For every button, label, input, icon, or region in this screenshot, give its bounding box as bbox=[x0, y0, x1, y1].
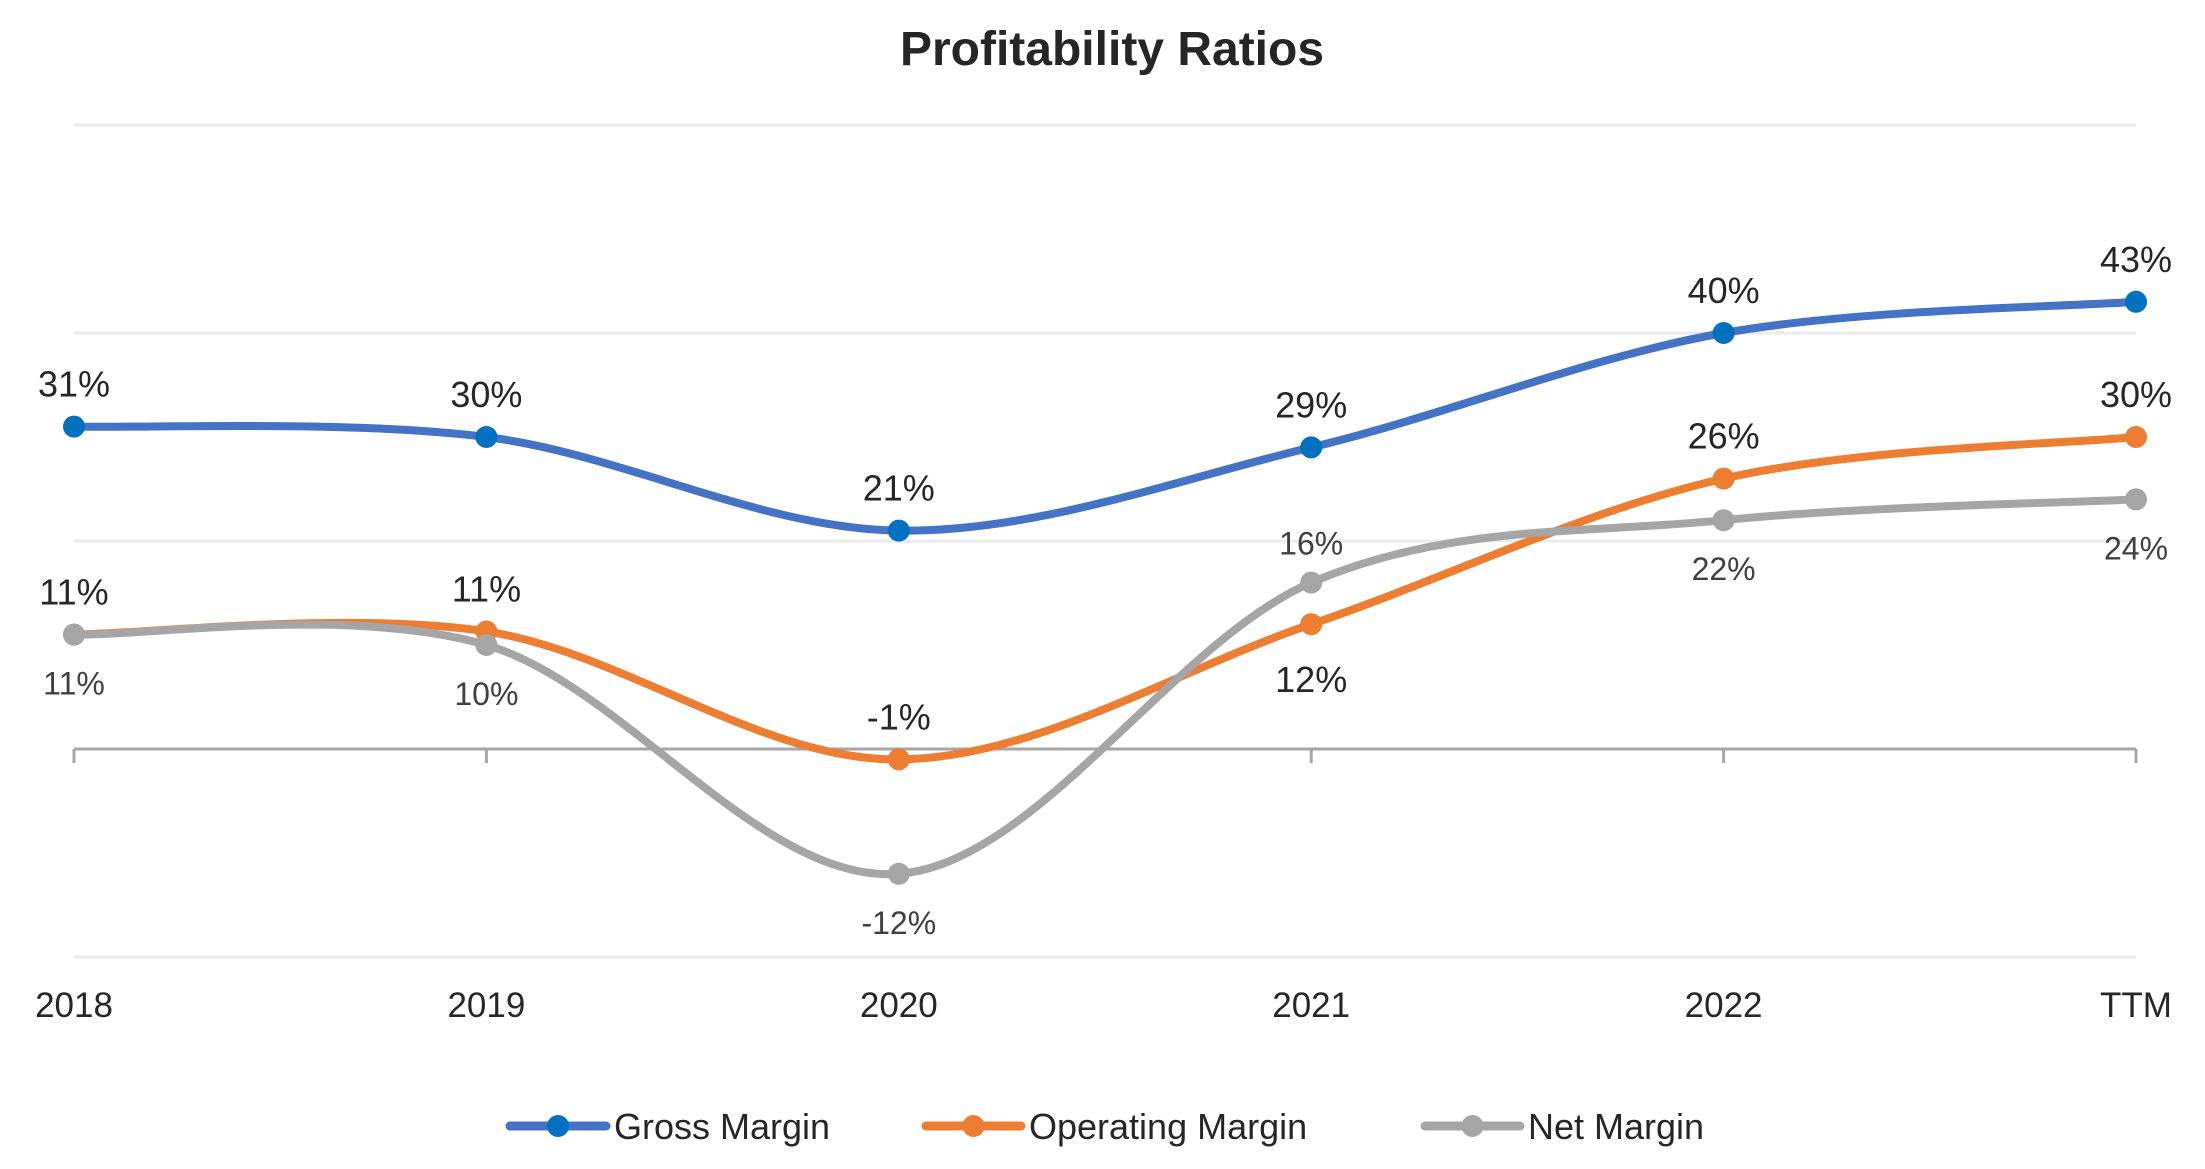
x-tick-label: 2018 bbox=[35, 986, 113, 1025]
operating-margin-data-label: 12% bbox=[1275, 659, 1347, 700]
series-markers bbox=[63, 290, 2147, 885]
net-margin-data-label: -12% bbox=[861, 905, 936, 941]
operating-margin-marker bbox=[1712, 467, 1735, 490]
legend-label: Gross Margin bbox=[614, 1106, 830, 1147]
net-margin-marker bbox=[63, 623, 85, 646]
net-margin-marker bbox=[2125, 488, 2147, 511]
operating-margin-data-label: 30% bbox=[2100, 374, 2172, 415]
gross-margin-marker bbox=[1300, 436, 1323, 459]
operating-margin-line bbox=[70, 433, 2140, 764]
net-margin-data-label: 22% bbox=[1692, 551, 1756, 587]
legend-label: Net Margin bbox=[1528, 1106, 1704, 1147]
legend: Gross Margin Operating Margin Net Margin bbox=[505, 1106, 1704, 1147]
x-tick-label: 2022 bbox=[1685, 986, 1763, 1025]
operating-margin-data-label: -1% bbox=[867, 696, 931, 737]
gross-margin-line bbox=[70, 297, 2140, 535]
operating-margin-marker bbox=[887, 748, 910, 771]
data-labels: 31% 30% 21% 29% 40% 43% 11% 11% -1% 12% 26% 30% 11% 1… bbox=[38, 239, 2172, 941]
legend-swatch-marker bbox=[1461, 1115, 1484, 1137]
gross-margin-data-label: 43% bbox=[2100, 239, 2172, 280]
gridlines bbox=[74, 123, 2136, 959]
net-margin-marker bbox=[475, 634, 498, 656]
operating-margin-marker bbox=[1300, 613, 1323, 636]
net-margin-data-label: 11% bbox=[43, 666, 105, 702]
net-margin-line bbox=[70, 495, 2140, 878]
gross-margin-marker bbox=[63, 415, 85, 438]
series-lines bbox=[70, 297, 2140, 878]
legend-item-operating-margin[interactable]: Operating Margin bbox=[921, 1106, 1307, 1147]
gross-margin-marker bbox=[475, 426, 498, 448]
operating-margin-data-label: 11% bbox=[452, 568, 521, 609]
x-tick-label: 2020 bbox=[860, 986, 938, 1025]
x-tick-label: TTM bbox=[2100, 986, 2172, 1025]
chart-title: Profitability Ratios bbox=[900, 23, 1324, 76]
legend-item-gross-margin[interactable]: Gross Margin bbox=[505, 1106, 830, 1147]
gross-margin-data-label: 29% bbox=[1275, 384, 1347, 425]
legend-item-net-margin[interactable]: Net Margin bbox=[1420, 1106, 1704, 1147]
gross-margin-marker bbox=[887, 519, 910, 542]
gross-margin-marker bbox=[2125, 290, 2147, 313]
legend-swatch-marker bbox=[547, 1115, 569, 1137]
gross-margin-data-label: 40% bbox=[1688, 270, 1760, 311]
gross-margin-data-label: 21% bbox=[863, 468, 935, 509]
net-margin-marker bbox=[1712, 509, 1735, 532]
net-margin-marker bbox=[887, 862, 910, 885]
operating-margin-data-label: 11% bbox=[39, 572, 108, 613]
x-tick-labels: 2018 2019 2020 2021 2022 TTM bbox=[35, 986, 2172, 1025]
x-tick-label: 2021 bbox=[1272, 986, 1350, 1025]
net-margin-data-label: 24% bbox=[2104, 530, 2168, 566]
net-margin-data-label: 16% bbox=[1279, 526, 1343, 562]
legend-label: Operating Margin bbox=[1029, 1106, 1307, 1147]
operating-margin-marker bbox=[2125, 426, 2147, 448]
gross-margin-data-label: 30% bbox=[450, 374, 522, 415]
net-margin-data-label: 10% bbox=[454, 676, 518, 712]
operating-margin-data-label: 26% bbox=[1688, 416, 1760, 457]
net-margin-marker bbox=[1300, 571, 1323, 594]
gross-margin-marker bbox=[1712, 322, 1735, 344]
legend-swatch-marker bbox=[962, 1115, 985, 1137]
x-tick-label: 2019 bbox=[447, 986, 525, 1025]
gross-margin-data-label: 31% bbox=[38, 364, 110, 405]
